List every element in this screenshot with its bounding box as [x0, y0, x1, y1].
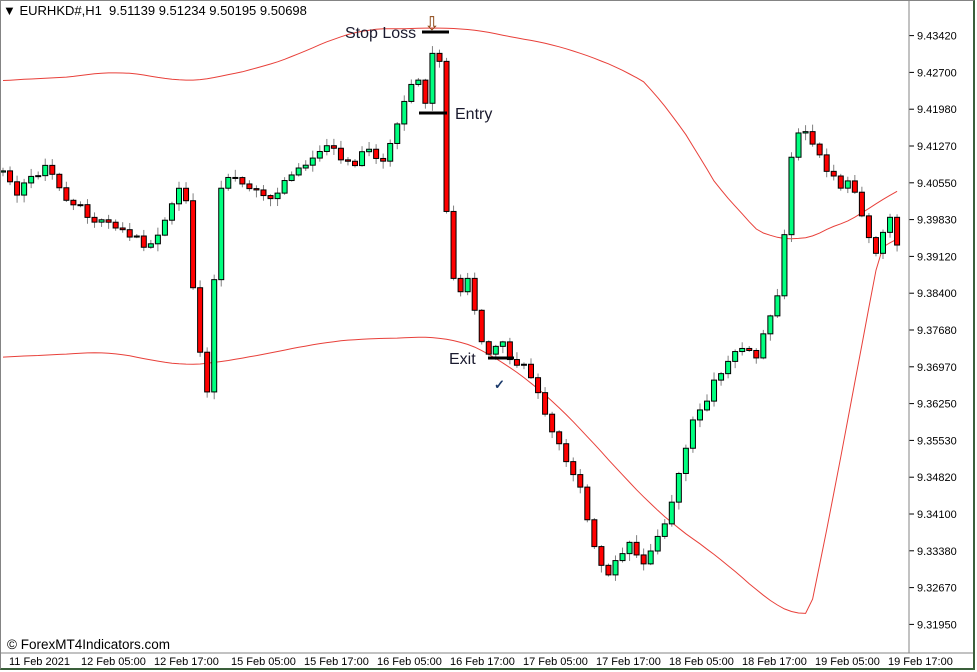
svg-text:9.39120: 9.39120 — [917, 251, 957, 263]
svg-text:9.32670: 9.32670 — [917, 583, 957, 595]
svg-text:17 Feb 17:00: 17 Feb 17:00 — [596, 656, 661, 668]
svg-text:9.33380: 9.33380 — [917, 546, 957, 558]
svg-text:9.43420: 9.43420 — [917, 31, 957, 43]
svg-text:19 Feb 17:00: 19 Feb 17:00 — [888, 656, 953, 668]
svg-text:9.36970: 9.36970 — [917, 362, 957, 374]
svg-text:9.35530: 9.35530 — [917, 435, 957, 447]
svg-text:12 Feb 17:00: 12 Feb 17:00 — [154, 656, 219, 668]
svg-text:9.31950: 9.31950 — [917, 619, 957, 631]
svg-text:9.40550: 9.40550 — [917, 178, 957, 190]
svg-text:9.41270: 9.41270 — [917, 141, 957, 153]
svg-text:⇩: ⇩ — [424, 14, 440, 35]
svg-text:9.41980: 9.41980 — [917, 104, 957, 116]
svg-text:✓: ✓ — [494, 377, 505, 392]
svg-text:12 Feb 05:00: 12 Feb 05:00 — [81, 656, 146, 668]
svg-text:9.34100: 9.34100 — [917, 509, 957, 521]
svg-text:9.42700: 9.42700 — [917, 67, 957, 79]
svg-text:18 Feb 17:00: 18 Feb 17:00 — [742, 656, 807, 668]
svg-text:9.39830: 9.39830 — [917, 215, 957, 227]
svg-text:17 Feb 05:00: 17 Feb 05:00 — [523, 656, 588, 668]
svg-text:15 Feb 05:00: 15 Feb 05:00 — [231, 656, 296, 668]
svg-text:Exit: Exit — [449, 351, 476, 368]
svg-text:15 Feb 17:00: 15 Feb 17:00 — [304, 656, 369, 668]
svg-text:18 Feb 05:00: 18 Feb 05:00 — [669, 656, 734, 668]
svg-text:© ForexMT4Indicators.com: © ForexMT4Indicators.com — [7, 637, 170, 652]
svg-text:19 Feb 05:00: 19 Feb 05:00 — [815, 656, 880, 668]
svg-text:9.34820: 9.34820 — [917, 472, 957, 484]
svg-text:Entry: Entry — [455, 106, 492, 123]
svg-text:16 Feb 17:00: 16 Feb 17:00 — [450, 656, 515, 668]
svg-text:16 Feb 05:00: 16 Feb 05:00 — [377, 656, 442, 668]
svg-text:Stop Loss: Stop Loss — [345, 25, 416, 42]
svg-text:9.37680: 9.37680 — [917, 325, 957, 337]
svg-text:9.38400: 9.38400 — [917, 288, 957, 300]
svg-text:9.36250: 9.36250 — [917, 399, 957, 411]
svg-text:11 Feb 2021: 11 Feb 2021 — [9, 656, 70, 668]
